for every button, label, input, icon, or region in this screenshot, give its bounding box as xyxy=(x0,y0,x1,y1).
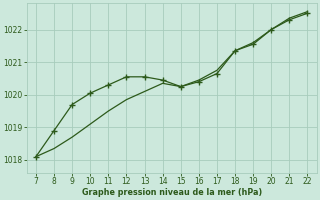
X-axis label: Graphe pression niveau de la mer (hPa): Graphe pression niveau de la mer (hPa) xyxy=(82,188,262,197)
